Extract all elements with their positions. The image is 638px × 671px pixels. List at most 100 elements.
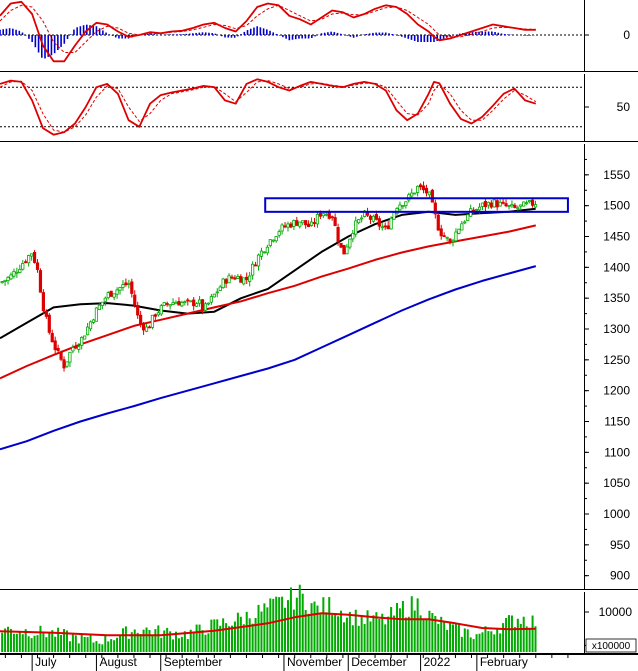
volume-bar bbox=[463, 628, 466, 652]
candle-up bbox=[65, 361, 69, 367]
volume-bar bbox=[136, 632, 139, 652]
candle-up bbox=[171, 302, 175, 305]
candle-down bbox=[342, 244, 346, 255]
candle-down bbox=[186, 299, 190, 302]
candle-up bbox=[12, 270, 16, 277]
candle-up bbox=[265, 246, 269, 254]
candle-up bbox=[80, 336, 84, 346]
candle-down bbox=[368, 215, 373, 220]
candle-down bbox=[47, 314, 51, 333]
volume-bar bbox=[192, 632, 195, 652]
candle-up bbox=[401, 205, 405, 208]
candle-down bbox=[442, 235, 446, 238]
price-y-tick-label: 1250 bbox=[603, 353, 630, 367]
candle-up bbox=[445, 236, 449, 239]
candle-up bbox=[77, 346, 81, 350]
price-y-tick-label: 1500 bbox=[603, 199, 630, 213]
candle-up bbox=[321, 213, 325, 217]
volume-bar bbox=[104, 634, 107, 652]
stoch-d-line bbox=[0, 80, 537, 133]
candle-up bbox=[392, 212, 396, 220]
volume-bar bbox=[422, 619, 425, 652]
candle-up bbox=[380, 226, 384, 229]
x-axis-month-label: July bbox=[35, 655, 56, 669]
volume-bar bbox=[519, 623, 522, 652]
candle-down bbox=[336, 227, 340, 242]
candle-down bbox=[136, 305, 140, 316]
volume-bar bbox=[505, 617, 508, 652]
price-y-tick-label: 1350 bbox=[603, 291, 630, 305]
volume-bar bbox=[86, 637, 89, 652]
volume-bar bbox=[210, 619, 213, 652]
x-axis-month-label: February bbox=[480, 655, 528, 669]
candle-up bbox=[221, 278, 225, 289]
volume-bar bbox=[390, 607, 393, 652]
candle-down bbox=[304, 220, 308, 226]
volume-bar bbox=[372, 615, 375, 652]
volume-bar bbox=[437, 623, 440, 652]
candle-up bbox=[21, 263, 25, 270]
candle-up bbox=[203, 303, 208, 311]
volume-bar bbox=[434, 616, 437, 652]
candle-up bbox=[118, 287, 122, 291]
volume-bar bbox=[186, 639, 189, 652]
volume-bar bbox=[419, 615, 422, 652]
volume-bar bbox=[219, 625, 222, 652]
volume-bar bbox=[407, 616, 410, 652]
price-y-tick-label: 1150 bbox=[604, 415, 630, 429]
volume-bar bbox=[502, 623, 505, 652]
volume-bar bbox=[266, 607, 269, 652]
volume-bar bbox=[278, 597, 281, 652]
volume-bar bbox=[228, 626, 231, 652]
candle-up bbox=[97, 304, 101, 310]
candle-up bbox=[209, 296, 213, 303]
stoch-y-tick-label: 50 bbox=[617, 100, 631, 114]
volume-bar bbox=[310, 603, 313, 652]
volume-bar bbox=[281, 596, 284, 652]
candle-up bbox=[507, 205, 511, 207]
candle-down bbox=[495, 200, 499, 208]
volume-bar bbox=[452, 624, 455, 652]
candle-down bbox=[433, 202, 437, 215]
candle-up bbox=[371, 215, 376, 222]
x-axis-month-label: September bbox=[164, 655, 223, 669]
volume-bar bbox=[130, 632, 133, 652]
volume-bar bbox=[425, 619, 428, 652]
volume-bar bbox=[74, 635, 77, 652]
volume-bar bbox=[101, 644, 104, 652]
volume-y-tick-label: 10000 bbox=[599, 605, 633, 619]
candle-up bbox=[410, 192, 414, 197]
candle-up bbox=[180, 301, 184, 307]
volume-bar bbox=[151, 635, 154, 652]
volume-bar bbox=[334, 613, 337, 652]
candle-up bbox=[360, 217, 364, 220]
volume-bar bbox=[295, 597, 298, 652]
volume-bar bbox=[9, 628, 12, 652]
candle-up bbox=[103, 297, 107, 302]
volume-bar bbox=[36, 635, 39, 652]
candle-up bbox=[83, 335, 87, 340]
ma-red-line bbox=[0, 224, 537, 380]
candle-down bbox=[245, 276, 249, 281]
volume-bar bbox=[342, 622, 345, 652]
candle-down bbox=[239, 276, 243, 283]
candle-up bbox=[251, 263, 255, 276]
candle-down bbox=[283, 225, 287, 228]
volume-bar bbox=[83, 637, 86, 652]
candle-up bbox=[516, 207, 520, 210]
macd-signal-line bbox=[0, 4, 536, 53]
volume-bar bbox=[348, 611, 351, 652]
volume-bar bbox=[345, 617, 348, 652]
volume-bar bbox=[127, 638, 130, 652]
volume-bar bbox=[398, 608, 401, 652]
candle-up bbox=[156, 312, 160, 316]
candle-up bbox=[86, 326, 90, 336]
volume-bar bbox=[139, 634, 142, 652]
volume-bar bbox=[410, 596, 413, 652]
candle-down bbox=[230, 276, 234, 279]
candle-up bbox=[525, 202, 529, 205]
macd-line bbox=[0, 0, 536, 63]
volume-bar bbox=[116, 637, 119, 652]
candle-up bbox=[286, 223, 290, 228]
price-y-tick-label: 1400 bbox=[603, 260, 630, 274]
